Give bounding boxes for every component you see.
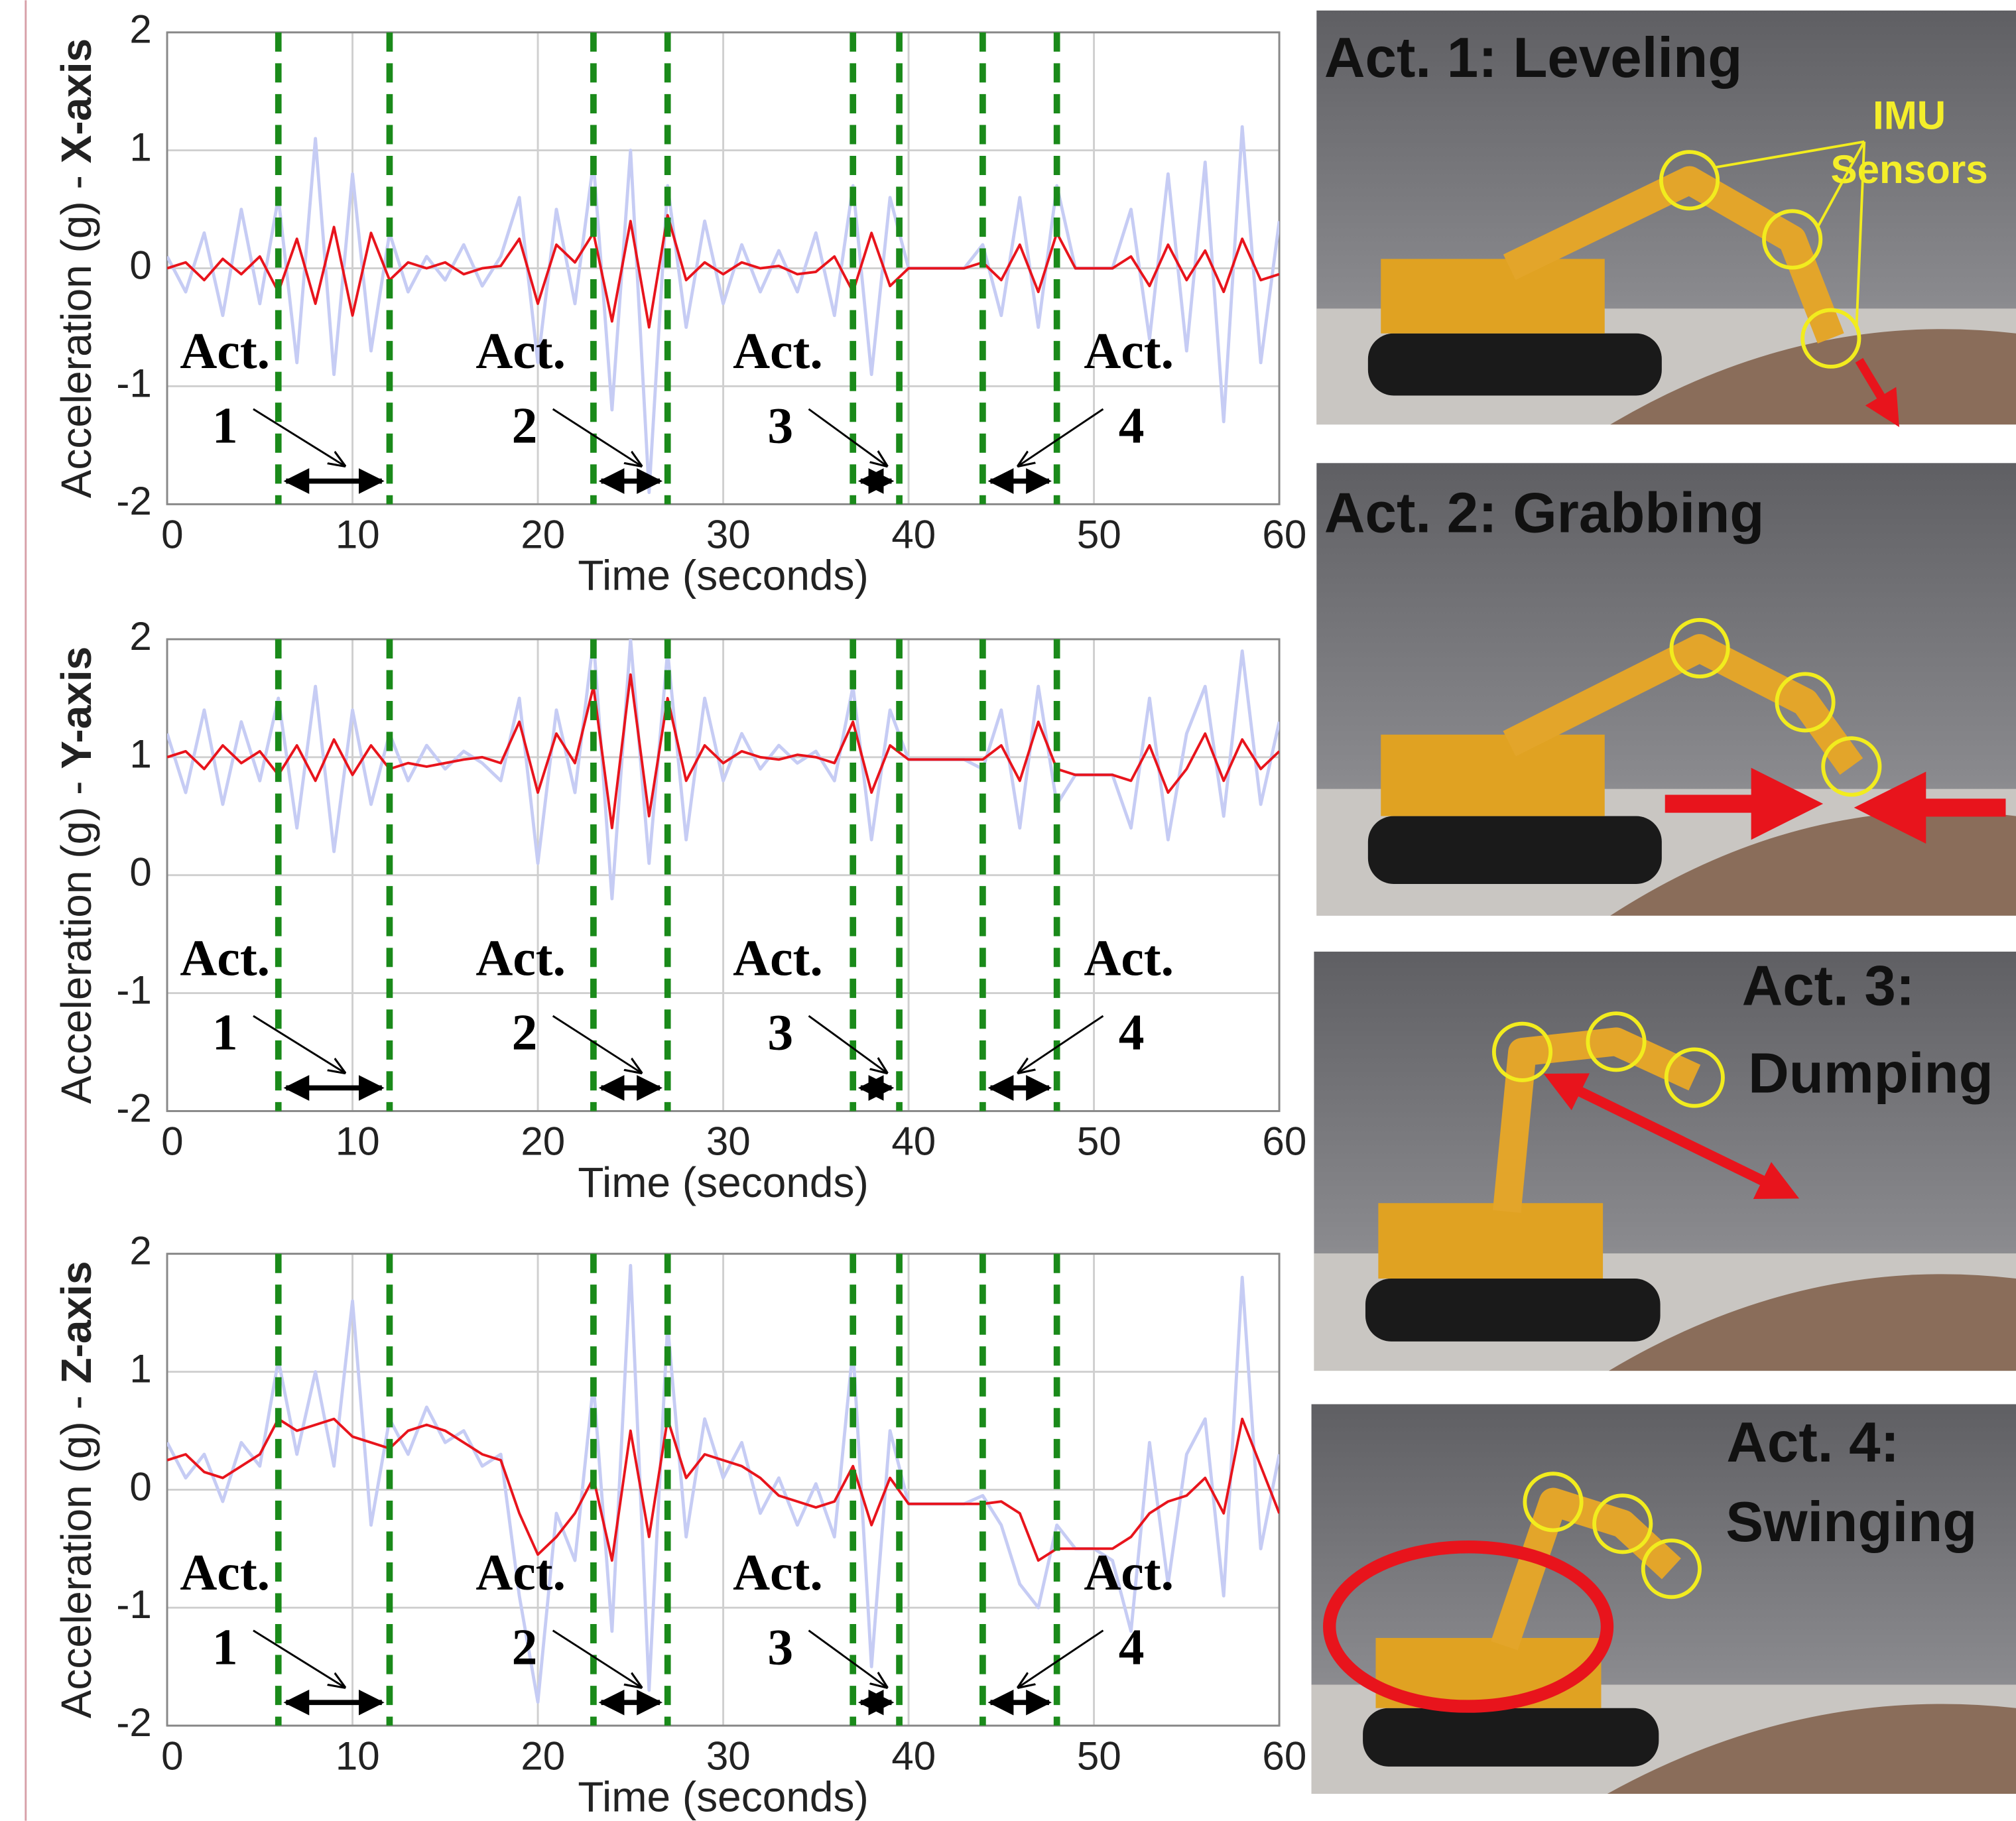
y-tick-label: 2 [129,1229,151,1273]
annotation-number: 4 [1119,1618,1145,1675]
excavator-body [1378,1203,1603,1279]
annotation-number: 2 [512,397,538,454]
annotation-label: Act. [475,929,566,986]
photo-panel: Act. 4: Swinging [1312,1404,2016,1793]
y-tick-label: -2 [116,1086,151,1130]
annotation-label: Act. [733,1544,823,1601]
annotation-number: 3 [767,397,793,454]
y-tick-label: 0 [129,850,151,895]
excavator-track [1363,1708,1659,1767]
x-tick-label: 20 [521,513,565,557]
x-tick-label: 10 [336,1119,380,1164]
x-tick-label: 30 [706,513,751,557]
x-axis-label: Time (seconds) [578,1773,868,1821]
photo-panel: Act. 1: Leveling IMU Sensors [1316,11,2016,424]
x-tick-label: 20 [521,1119,565,1164]
annotation-label: Act. [180,322,270,379]
annotation-number: 3 [767,1004,793,1061]
x-tick-label: 20 [521,1733,565,1778]
photo-label: Sensors [1831,147,1988,192]
annotation-number: 2 [512,1618,538,1675]
y-tick-label: 2 [129,7,151,52]
x-tick-label: 40 [891,513,936,557]
y-axis-label: Acceleration (g) - Y-axis [52,647,100,1104]
x-axis-label: Time (seconds) [578,552,868,599]
excavator-track [1368,816,1662,884]
y-axis-label-axis: Z-axis [52,1261,100,1384]
x-tick-label: 0 [161,513,183,557]
annotation-label: Act. [475,322,566,379]
chart: -2-10120102030405060Act.1Act.2Act.3Act.4… [52,614,1306,1206]
photo-title: Dumping [1748,1042,1993,1105]
figure: -2-10120102030405060Act.1Act.2Act.3Act.4… [0,0,2016,1821]
chart: -2-10120102030405060Act.1Act.2Act.3Act.4… [52,1229,1306,1821]
photos: Act. 1: Leveling IMU Sensors Act. 2: Grabbi… [1312,11,2016,1794]
photo-title: Act. 4: [1726,1411,1899,1474]
photo-panel: Act. 3: Dumping [1314,952,2016,1371]
excavator-track [1365,1279,1661,1342]
x-tick-label: 60 [1262,513,1306,557]
y-tick-label: -1 [116,361,151,405]
y-axis-label-text: Acceleration (g) - [52,769,100,1104]
y-tick-label: 1 [129,732,151,777]
y-tick-label: -2 [116,1700,151,1745]
photo-title: Act. 2: Grabbing [1324,481,1764,544]
x-tick-label: 30 [706,1733,751,1778]
y-axis-label: Acceleration (g) - Z-axis [52,1261,100,1719]
annotation-label: Act. [475,1544,566,1601]
photo-title: Act. 1: Leveling [1324,27,1742,90]
x-tick-label: 10 [336,513,380,557]
annotation-number: 4 [1119,1004,1145,1061]
x-axis-label: Time (seconds) [578,1159,868,1206]
photo-label: IMU [1873,94,1946,138]
annotation-label: Act. [733,322,823,379]
y-tick-label: -1 [116,1582,151,1627]
y-tick-label: 0 [129,243,151,287]
y-tick-label: 1 [129,125,151,170]
x-tick-label: 50 [1077,513,1121,557]
annotation-number: 2 [512,1004,538,1061]
x-tick-label: 40 [891,1119,936,1164]
x-tick-label: 50 [1077,1119,1121,1164]
excavator-track [1368,334,1662,396]
x-tick-label: 30 [706,1119,751,1164]
annotation-label: Act. [733,929,823,986]
x-tick-label: 60 [1262,1119,1306,1164]
y-axis-label: Acceleration (g) - X-axis [52,38,100,498]
photo-title: Act. 3: [1742,955,1915,1018]
excavator-body [1381,735,1605,816]
y-tick-label: 2 [129,614,151,659]
y-tick-label: -2 [116,479,151,523]
x-tick-label: 0 [161,1119,183,1164]
y-axis-label-axis: X-axis [52,38,100,163]
annotation-label: Act. [1084,322,1174,379]
y-axis-label-axis: Y-axis [52,647,100,769]
excavator-body [1381,259,1605,333]
annotation-label: Act. [1084,1544,1174,1601]
photo-title: Swinging [1726,1491,1977,1554]
photo-panel: Act. 2: Grabbing [1316,463,2016,915]
page: -2-10120102030405060Act.1Act.2Act.3Act.4… [0,0,2016,1821]
y-axis-label-text: Acceleration (g) - [52,163,100,498]
x-tick-label: 60 [1262,1733,1306,1778]
x-tick-label: 0 [161,1733,183,1778]
annotation-number: 3 [767,1618,793,1675]
annotation-number: 4 [1119,397,1145,454]
x-tick-label: 50 [1077,1733,1121,1778]
y-tick-label: 0 [129,1464,151,1509]
annotation-label: Act. [180,1544,270,1601]
x-tick-label: 10 [336,1733,380,1778]
annotation-number: 1 [212,1004,238,1061]
y-tick-label: -1 [116,968,151,1012]
annotation-label: Act. [1084,929,1174,986]
annotation-label: Act. [180,929,270,986]
annotation-number: 1 [212,1618,238,1675]
x-tick-label: 40 [891,1733,936,1778]
annotation-number: 1 [212,397,238,454]
y-axis-label-text: Acceleration (g) - [52,1383,100,1718]
y-tick-label: 1 [129,1346,151,1391]
